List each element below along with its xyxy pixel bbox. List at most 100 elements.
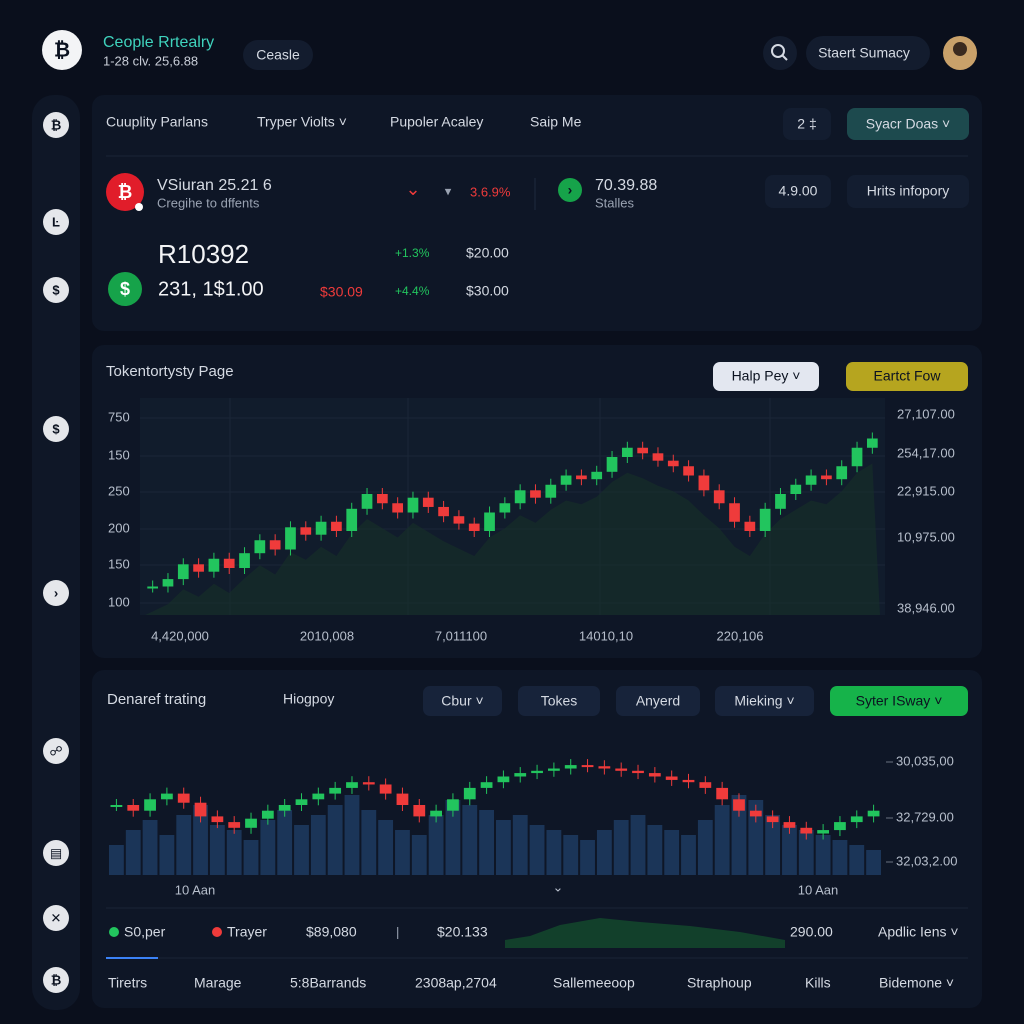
- dropdown-label: Halp Pey ˅: [732, 368, 801, 384]
- sidebar-icon[interactable]: [43, 580, 69, 606]
- candle-body: [530, 490, 541, 498]
- candle-body: [514, 773, 527, 777]
- sidebar-icon[interactable]: [43, 416, 69, 442]
- candle-body: [790, 484, 802, 494]
- tab[interactable]: 2308ap,2704: [415, 975, 497, 991]
- chart-button[interactable]: [846, 362, 968, 391]
- tab[interactable]: Tiretrs: [108, 975, 147, 991]
- volume-bar: [664, 830, 680, 875]
- candle-body: [144, 799, 156, 811]
- stat-value: 70.39.88: [595, 177, 657, 194]
- candle-body: [329, 787, 342, 794]
- filter-button[interactable]: [616, 686, 700, 716]
- y2-label: 32,03,2.00: [896, 853, 957, 868]
- candle-body: [805, 475, 817, 485]
- trade-button[interactable]: [830, 686, 968, 716]
- filter-button[interactable]: [518, 686, 600, 716]
- candle-body: [615, 768, 628, 771]
- stat: $20.133: [437, 924, 488, 940]
- volume-bar: [176, 815, 192, 875]
- sidebar-icon[interactable]: [43, 738, 69, 764]
- volume-bar: [277, 810, 293, 875]
- search-icon[interactable]: [763, 36, 797, 70]
- volume-bar: [630, 815, 646, 875]
- y-label: 750: [108, 409, 130, 424]
- volume-bar: [563, 835, 579, 875]
- nav-item[interactable]: Pupoler Acaley: [390, 114, 483, 130]
- candle-body: [713, 490, 725, 504]
- candle-body: [821, 475, 832, 480]
- sidebar-icons: ₿ Ŀ $ $ › ☍ ▤ ✕ ₿: [43, 112, 69, 993]
- candle-body: [295, 799, 308, 805]
- stat-menu[interactable]: Apdlic Iens ˅: [878, 924, 959, 940]
- dropdown[interactable]: [713, 362, 819, 391]
- candle-body: [147, 586, 159, 589]
- volume-bar: [832, 840, 848, 875]
- sidebar-glyph: ▤: [50, 845, 62, 860]
- action-button[interactable]: [847, 108, 969, 140]
- candle-body: [514, 490, 526, 504]
- candle-body: [729, 503, 740, 522]
- candle-body: [716, 787, 729, 800]
- candle-body: [648, 773, 661, 777]
- candle-body: [652, 453, 664, 461]
- candle-body: [800, 827, 813, 834]
- volume-bar: [125, 830, 141, 875]
- sidebar-glyph: ₿: [51, 117, 62, 132]
- filter-button[interactable]: [423, 686, 502, 716]
- tab[interactable]: Sallemeeoop: [553, 975, 635, 991]
- search-box[interactable]: [806, 36, 930, 70]
- change-mark: ▾: [445, 183, 452, 198]
- sidebar-icon[interactable]: [43, 905, 69, 931]
- candle-body: [239, 553, 250, 568]
- nav-item[interactable]: Cuuplity Parlans: [106, 114, 208, 130]
- logo[interactable]: [42, 30, 82, 70]
- sidebar-icon[interactable]: [43, 277, 69, 303]
- sidebar-icon[interactable]: [43, 840, 69, 866]
- search-glass: [771, 44, 785, 58]
- stat: 290.00: [790, 924, 833, 940]
- candle-body: [637, 447, 649, 454]
- volume-bar: [748, 800, 764, 875]
- tab[interactable]: Marage: [194, 975, 242, 991]
- sidebar-icon[interactable]: [43, 112, 69, 138]
- volume-bar: [512, 815, 528, 875]
- nav-item[interactable]: Tryper Violts ˅: [257, 114, 347, 130]
- candle-body: [376, 494, 388, 504]
- x-label: 2010,008: [300, 628, 354, 643]
- tab[interactable]: Kills: [805, 975, 831, 991]
- volume-bar: [815, 835, 831, 875]
- sidebar-icon[interactable]: [43, 209, 69, 235]
- candle-body: [223, 558, 235, 568]
- sidebar-icon[interactable]: [43, 967, 69, 993]
- candle-body: [127, 805, 140, 811]
- candle-body: [564, 765, 577, 769]
- candle-body: [560, 475, 572, 485]
- candle-body: [606, 457, 618, 472]
- tab[interactable]: Hiogpoy: [283, 691, 334, 707]
- counter-box[interactable]: [783, 108, 831, 140]
- tab[interactable]: Straphoup: [687, 975, 752, 991]
- stat-label: Stalles: [595, 195, 635, 210]
- box[interactable]: [765, 175, 831, 208]
- candle-body: [110, 805, 123, 807]
- tab[interactable]: Bidemone ˅: [879, 975, 954, 991]
- volume-bar: [109, 845, 124, 875]
- header-button[interactable]: [243, 40, 313, 70]
- candle-body: [497, 776, 510, 783]
- volume-bar: [294, 825, 309, 875]
- candle-body: [836, 466, 848, 480]
- tab[interactable]: 5:8Barrands: [290, 975, 366, 991]
- counter: 2 ‡: [797, 116, 816, 132]
- volume-bar: [344, 795, 360, 875]
- filter-button[interactable]: [715, 686, 814, 716]
- volume-bar: [546, 830, 562, 875]
- candle-body: [177, 793, 190, 803]
- candle-body: [484, 512, 495, 531]
- balance: 231, 1$1.00: [158, 278, 264, 300]
- box-button[interactable]: [847, 175, 969, 208]
- nav-item[interactable]: Saip Me: [530, 114, 582, 130]
- volume-bar: [411, 835, 427, 875]
- x-label: 14010,10: [579, 628, 633, 643]
- coin-name: VSiuran 25.21 6: [157, 177, 272, 194]
